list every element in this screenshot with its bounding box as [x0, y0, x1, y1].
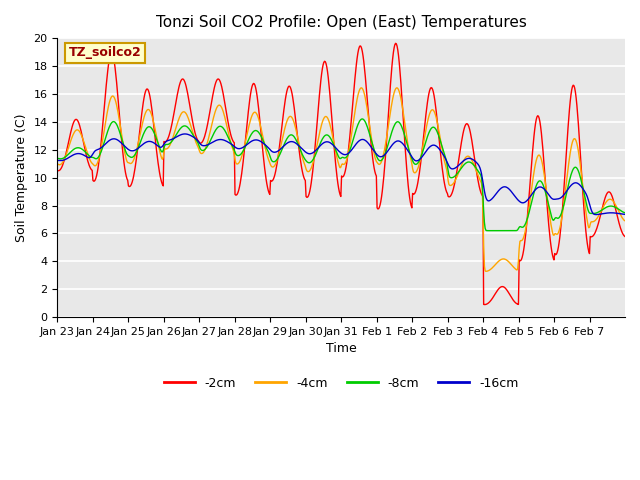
-16cm: [181, 131, 189, 137]
-8cm: [120, 144, 128, 149]
-2cm: [274, 155, 282, 161]
-4cm: [120, 146, 128, 152]
-4cm: [253, 110, 260, 116]
Title: Tonzi Soil CO2 Profile: Open (East) Temperatures: Tonzi Soil CO2 Profile: Open (East) Temp…: [156, 15, 527, 30]
Text: TZ_soilco2: TZ_soilco2: [68, 47, 141, 60]
-8cm: [433, 127, 440, 133]
-8cm: [54, 156, 61, 161]
Line: -16cm: -16cm: [58, 134, 625, 215]
-2cm: [433, 109, 440, 115]
-4cm: [358, 85, 365, 91]
-4cm: [482, 268, 490, 274]
-16cm: [433, 143, 440, 149]
-2cm: [401, 134, 408, 140]
-4cm: [433, 115, 440, 121]
-4cm: [621, 218, 629, 224]
-2cm: [253, 89, 260, 95]
-2cm: [225, 121, 232, 127]
-4cm: [274, 155, 282, 160]
Line: -4cm: -4cm: [58, 88, 625, 271]
-16cm: [120, 143, 128, 148]
-2cm: [392, 40, 399, 46]
-16cm: [401, 143, 408, 149]
-16cm: [253, 137, 261, 143]
-8cm: [253, 128, 260, 133]
-8cm: [274, 155, 282, 161]
-4cm: [54, 161, 61, 167]
X-axis label: Time: Time: [326, 342, 356, 356]
Line: -2cm: -2cm: [58, 43, 625, 304]
-8cm: [358, 116, 366, 122]
Y-axis label: Soil Temperature (C): Soil Temperature (C): [15, 113, 28, 242]
-8cm: [401, 132, 408, 138]
-8cm: [225, 135, 232, 141]
-2cm: [621, 234, 629, 240]
-2cm: [120, 160, 128, 166]
-16cm: [592, 212, 600, 217]
-4cm: [225, 130, 232, 135]
-4cm: [401, 118, 408, 124]
-16cm: [621, 212, 629, 217]
-16cm: [225, 140, 233, 145]
-8cm: [621, 210, 629, 216]
Legend: -2cm, -4cm, -8cm, -16cm: -2cm, -4cm, -8cm, -16cm: [159, 372, 524, 395]
-16cm: [54, 157, 61, 163]
-2cm: [481, 301, 488, 307]
-8cm: [484, 228, 492, 234]
-16cm: [275, 148, 282, 154]
Line: -8cm: -8cm: [58, 119, 625, 231]
-2cm: [54, 168, 61, 173]
